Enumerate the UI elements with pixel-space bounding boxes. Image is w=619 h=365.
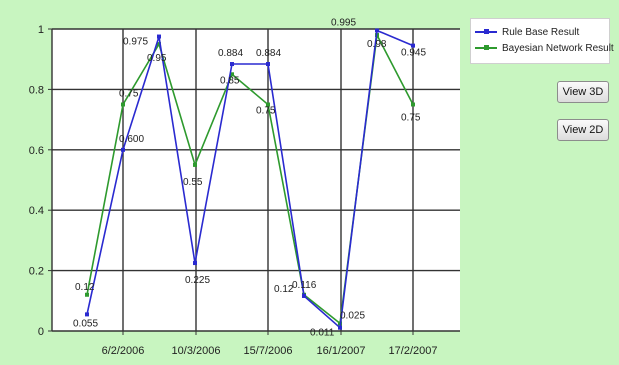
x-tick-label: 6/2/2006 [102,345,145,357]
data-label-bayesian: 0.55 [183,177,203,188]
y-tick-label: 1 [38,24,44,36]
data-label-rule-base: 0.055 [73,318,98,329]
data-label-bayesian: 0.12 [274,284,294,295]
data-label-rule-base: 0.884 [256,48,281,59]
data-label-bayesian: 0.12 [75,282,95,293]
grid-layer [52,28,460,331]
data-label-rule-base: 0.884 [218,48,243,59]
data-label-rule-base: 0.225 [185,275,210,286]
data-label-rule-base: 0.011 [310,328,335,339]
series-layer [85,28,415,330]
data-point-bayesian [157,42,161,47]
data-label-bayesian: 0.025 [340,310,365,321]
legend: Rule Base Result Bayesian Network Result [470,18,614,64]
data-point-bayesian [266,102,270,107]
data-point-rule-base [85,312,89,317]
view-2d-button[interactable]: View 2D [557,119,609,141]
y-tick-label: 0.8 [29,84,44,96]
data-label-bayesian: 0.75 [119,89,139,100]
view-3d-button[interactable]: View 3D [557,81,609,103]
data-point-bayesian [85,292,89,297]
x-tick-label: 16/1/2007 [317,345,366,357]
data-label-bayesian: 0.95 [147,53,167,64]
data-label-bayesian: 0.85 [220,75,240,86]
y-tick-label: 0.4 [29,205,44,217]
data-point-rule-base [266,62,270,67]
data-point-rule-base [375,28,379,33]
data-point-rule-base [411,43,415,48]
data-label-bayesian: 0.75 [256,106,276,117]
data-point-rule-base [230,62,234,67]
data-label-rule-base: 0.945 [401,48,426,59]
data-label-rule-base: 0.600 [119,134,144,145]
plot-background [52,29,460,331]
data-point-rule-base [157,34,161,39]
data-label-rule-base: 0.975 [123,37,148,48]
data-point-bayesian [230,72,234,77]
axis-layer: 0 0.2 0.4 0.6 0.8 1 6/2/2006 10/3/2006 15/7/2006… [29,24,460,357]
legend-label-bayesian: Bayesian Network Result [502,42,614,54]
data-label-rule-base: 0.995 [331,18,356,29]
legend-label-rule-base: Rule Base Result [502,26,580,38]
x-tick-label: 15/7/2006 [244,345,293,357]
data-point-bayesian [121,102,125,107]
data-point-rule-base [121,147,125,152]
series-line-rule-base [86,29,414,330]
legend-item-rule-base: Rule Base Result [475,25,579,39]
data-point-rule-base [302,293,306,298]
data-point-rule-base [338,325,342,330]
y-tick-label: 0.2 [29,266,44,278]
legend-swatch-bayesian [475,45,497,50]
data-label-rule-base: 0.116 [292,280,317,291]
y-tick-label: 0.6 [29,145,44,157]
data-point-bayesian [193,162,197,167]
data-label-bayesian: 0.75 [401,113,421,124]
data-label-layer: 0.12 0.75 0.95 0.55 0.85 0.75 0.12 0.025 0.98 0.7… [73,18,426,339]
legend-swatch-rule-base [475,29,497,34]
y-tick-label: 0 [38,326,44,338]
x-tick-label: 17/2/2007 [389,345,438,357]
data-label-bayesian: 0.98 [367,39,387,50]
legend-item-bayesian: Bayesian Network Result [475,41,614,55]
data-point-bayesian [411,102,415,107]
data-point-rule-base [193,261,197,266]
x-tick-label: 10/3/2006 [172,345,221,357]
